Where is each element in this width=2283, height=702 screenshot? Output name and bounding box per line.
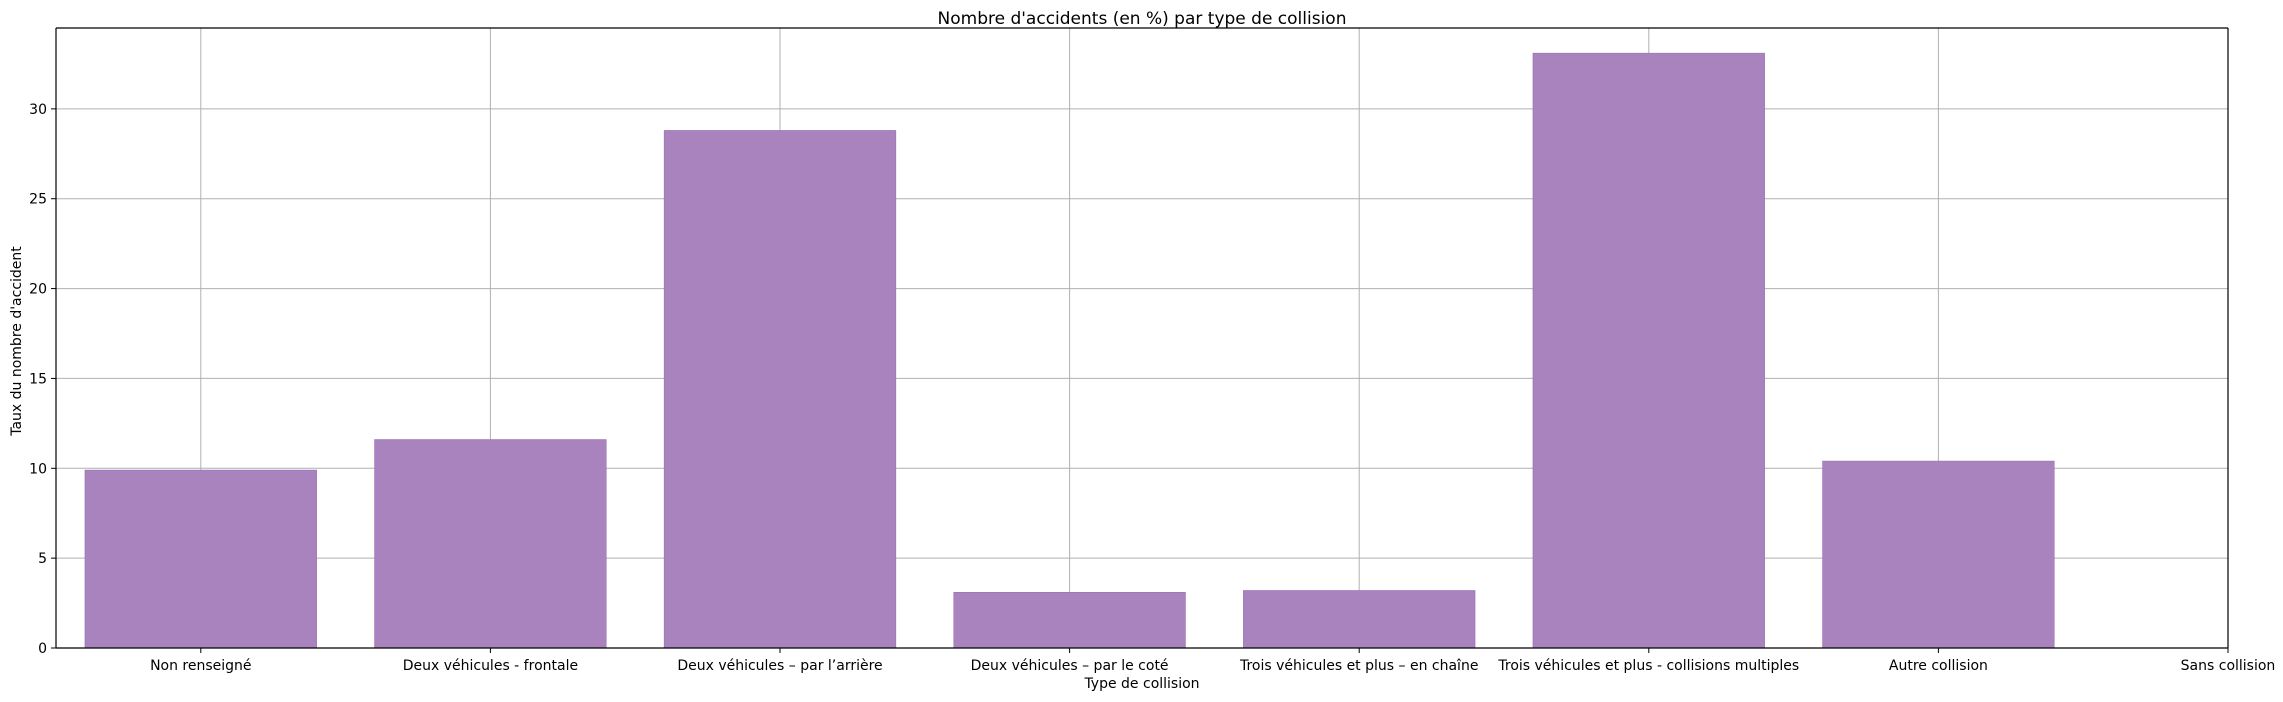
- bar: [1822, 460, 2055, 649]
- bar: [84, 469, 317, 649]
- x-axis-title: Type de collision: [1083, 676, 1199, 692]
- y-axis-ticks: 0 5 10 15 20 25 30: [29, 102, 56, 657]
- x-tick-label: Trois véhicules et plus – en chaîne: [1239, 658, 1478, 674]
- x-tick-label: Non renseigné: [150, 658, 251, 674]
- x-tick-label: Deux véhicules – par le coté: [971, 658, 1169, 674]
- x-tick-label: Deux véhicules – par l’arrière: [677, 658, 882, 674]
- x-tick-label: Autre collision: [1889, 658, 1988, 674]
- x-axis-ticks: Non renseigné Deux véhicules - frontale De…: [150, 648, 2275, 674]
- chart-title: Nombre d'accidents (en %) par type de co…: [938, 9, 1347, 29]
- y-tick-label: 15: [29, 371, 47, 387]
- bar: [374, 439, 607, 649]
- y-tick-label: 25: [29, 192, 47, 208]
- y-tick-label: 5: [38, 551, 47, 567]
- x-tick-label: Deux véhicules - frontale: [403, 658, 578, 674]
- y-axis-title: Taux du nombre d'accident: [9, 246, 25, 437]
- y-tick-label: 30: [29, 102, 47, 118]
- y-tick-label: 10: [29, 461, 47, 477]
- bar: [953, 591, 1186, 649]
- bar: [1243, 590, 1476, 649]
- bar: [1532, 52, 1765, 649]
- x-tick-label: Trois véhicules et plus - collisions mul…: [1497, 658, 1799, 674]
- axes: [55, 27, 2229, 649]
- bars: [84, 52, 2055, 649]
- y-tick-label: 0: [38, 641, 47, 657]
- bar: [663, 130, 897, 649]
- x-tick-label: Sans collision: [2181, 658, 2276, 674]
- y-tick-label: 20: [29, 282, 47, 298]
